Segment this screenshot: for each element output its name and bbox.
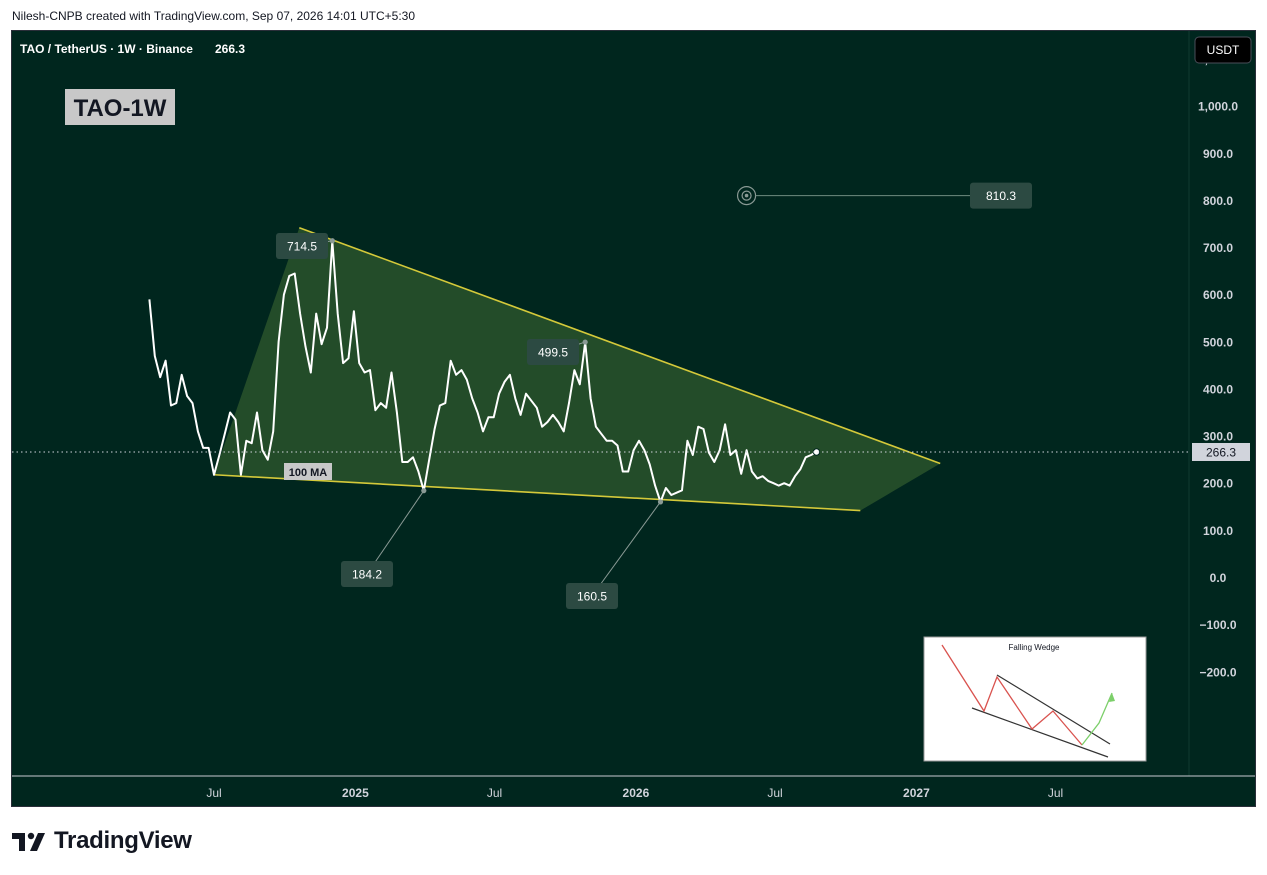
chart-caption: Nilesh-CNPB created with TradingView.com… — [12, 9, 415, 23]
price-axis-tick-label: 500.0 — [1203, 335, 1233, 349]
target-marker-inner — [741, 190, 752, 201]
callout-label: 499.5 — [538, 346, 568, 360]
target-price-box — [970, 182, 1032, 209]
ma-label: 100 MA — [289, 467, 328, 479]
wedge-lower-line — [213, 473, 861, 512]
callout-box — [341, 561, 393, 587]
tradingview-logo-text: TradingView — [54, 827, 192, 854]
inset-green-path — [1081, 692, 1113, 746]
price-axis-tick-label: −200.0 — [1199, 665, 1236, 679]
currency-button-label: USDT — [1207, 43, 1240, 57]
wedge-fill — [214, 227, 941, 511]
time-axis[interactable]: Jul 2025 Jul 2026 Jul 2027 Jul — [206, 786, 1063, 800]
callout-box — [527, 339, 579, 365]
callout-label: 714.5 — [287, 240, 317, 254]
chart-title: TAO-1W — [74, 95, 167, 122]
time-axis-tick-label: 2025 — [342, 786, 369, 800]
price-axis-tick-label: 700.0 — [1203, 241, 1233, 255]
callout-box — [566, 583, 618, 609]
inset-title: Falling Wedge — [1009, 643, 1061, 652]
time-axis-tick-label: Jul — [487, 786, 502, 800]
tradingview-logo[interactable]: TradingView — [12, 826, 192, 856]
current-price-tag — [1192, 442, 1250, 461]
wedge-upper-line — [299, 227, 941, 465]
price-axis-tick-label: 300.0 — [1203, 430, 1233, 444]
symbol-header[interactable]: TAO / TetherUS · 1W · Binance — [20, 42, 193, 56]
callout-label: 184.2 — [352, 568, 382, 582]
price-layer — [12, 240, 1189, 503]
callout-anchor-dot — [582, 339, 588, 345]
price-axis-tick-label: 100.0 — [1203, 524, 1233, 538]
callout-leader — [366, 490, 425, 575]
time-axis-tick-label: 2027 — [903, 786, 930, 800]
inset-red-path — [941, 644, 1083, 746]
target-price-label: 810.3 — [986, 189, 1016, 203]
time-axis-tick-label: Jul — [767, 786, 782, 800]
callout-anchor-dot — [657, 499, 664, 505]
time-axis-tick-label: Jul — [206, 786, 221, 800]
current-price-tag-label: 266.3 — [1206, 445, 1236, 459]
price-axis-tick-label: 800.0 — [1203, 194, 1233, 208]
header-price: 266.3 — [215, 42, 245, 56]
callout-label: 160.5 — [577, 590, 607, 604]
falling-wedge-inset: Falling Wedge — [923, 636, 1147, 762]
inset-lower-line — [971, 707, 1109, 758]
chart-title-box — [65, 89, 175, 125]
tradingview-logo-icon — [12, 832, 45, 851]
time-axis-tick-label: Jul — [1048, 786, 1063, 800]
price-axis-tick-label: 900.0 — [1203, 147, 1233, 161]
callout-anchor-dot — [421, 488, 427, 494]
price-axis-tick-label: 1,000.0 — [1198, 100, 1238, 114]
price-axis-tick-label: 600.0 — [1203, 288, 1233, 302]
callout-leader — [591, 501, 661, 597]
wedge-layer — [213, 227, 941, 512]
time-axis-tick-label: 2026 — [623, 786, 650, 800]
callout-box — [276, 233, 328, 259]
price-axis-tick-label: −100.0 — [1199, 618, 1236, 632]
ma-label-box — [284, 463, 332, 480]
target-marker-dot — [744, 193, 749, 198]
price-axis-tick-label: 200.0 — [1203, 477, 1233, 491]
currency-button[interactable] — [1194, 36, 1252, 64]
price-axis-tick-label: 0.0 — [1210, 571, 1227, 585]
annotation-layer: 714.5 499.5 184.2 160.5 810.3 — [276, 182, 1032, 609]
callout-anchor-dot — [329, 238, 335, 244]
inset-arrow-head — [1109, 693, 1115, 702]
price-axis-tick-label: 400.0 — [1203, 382, 1233, 396]
